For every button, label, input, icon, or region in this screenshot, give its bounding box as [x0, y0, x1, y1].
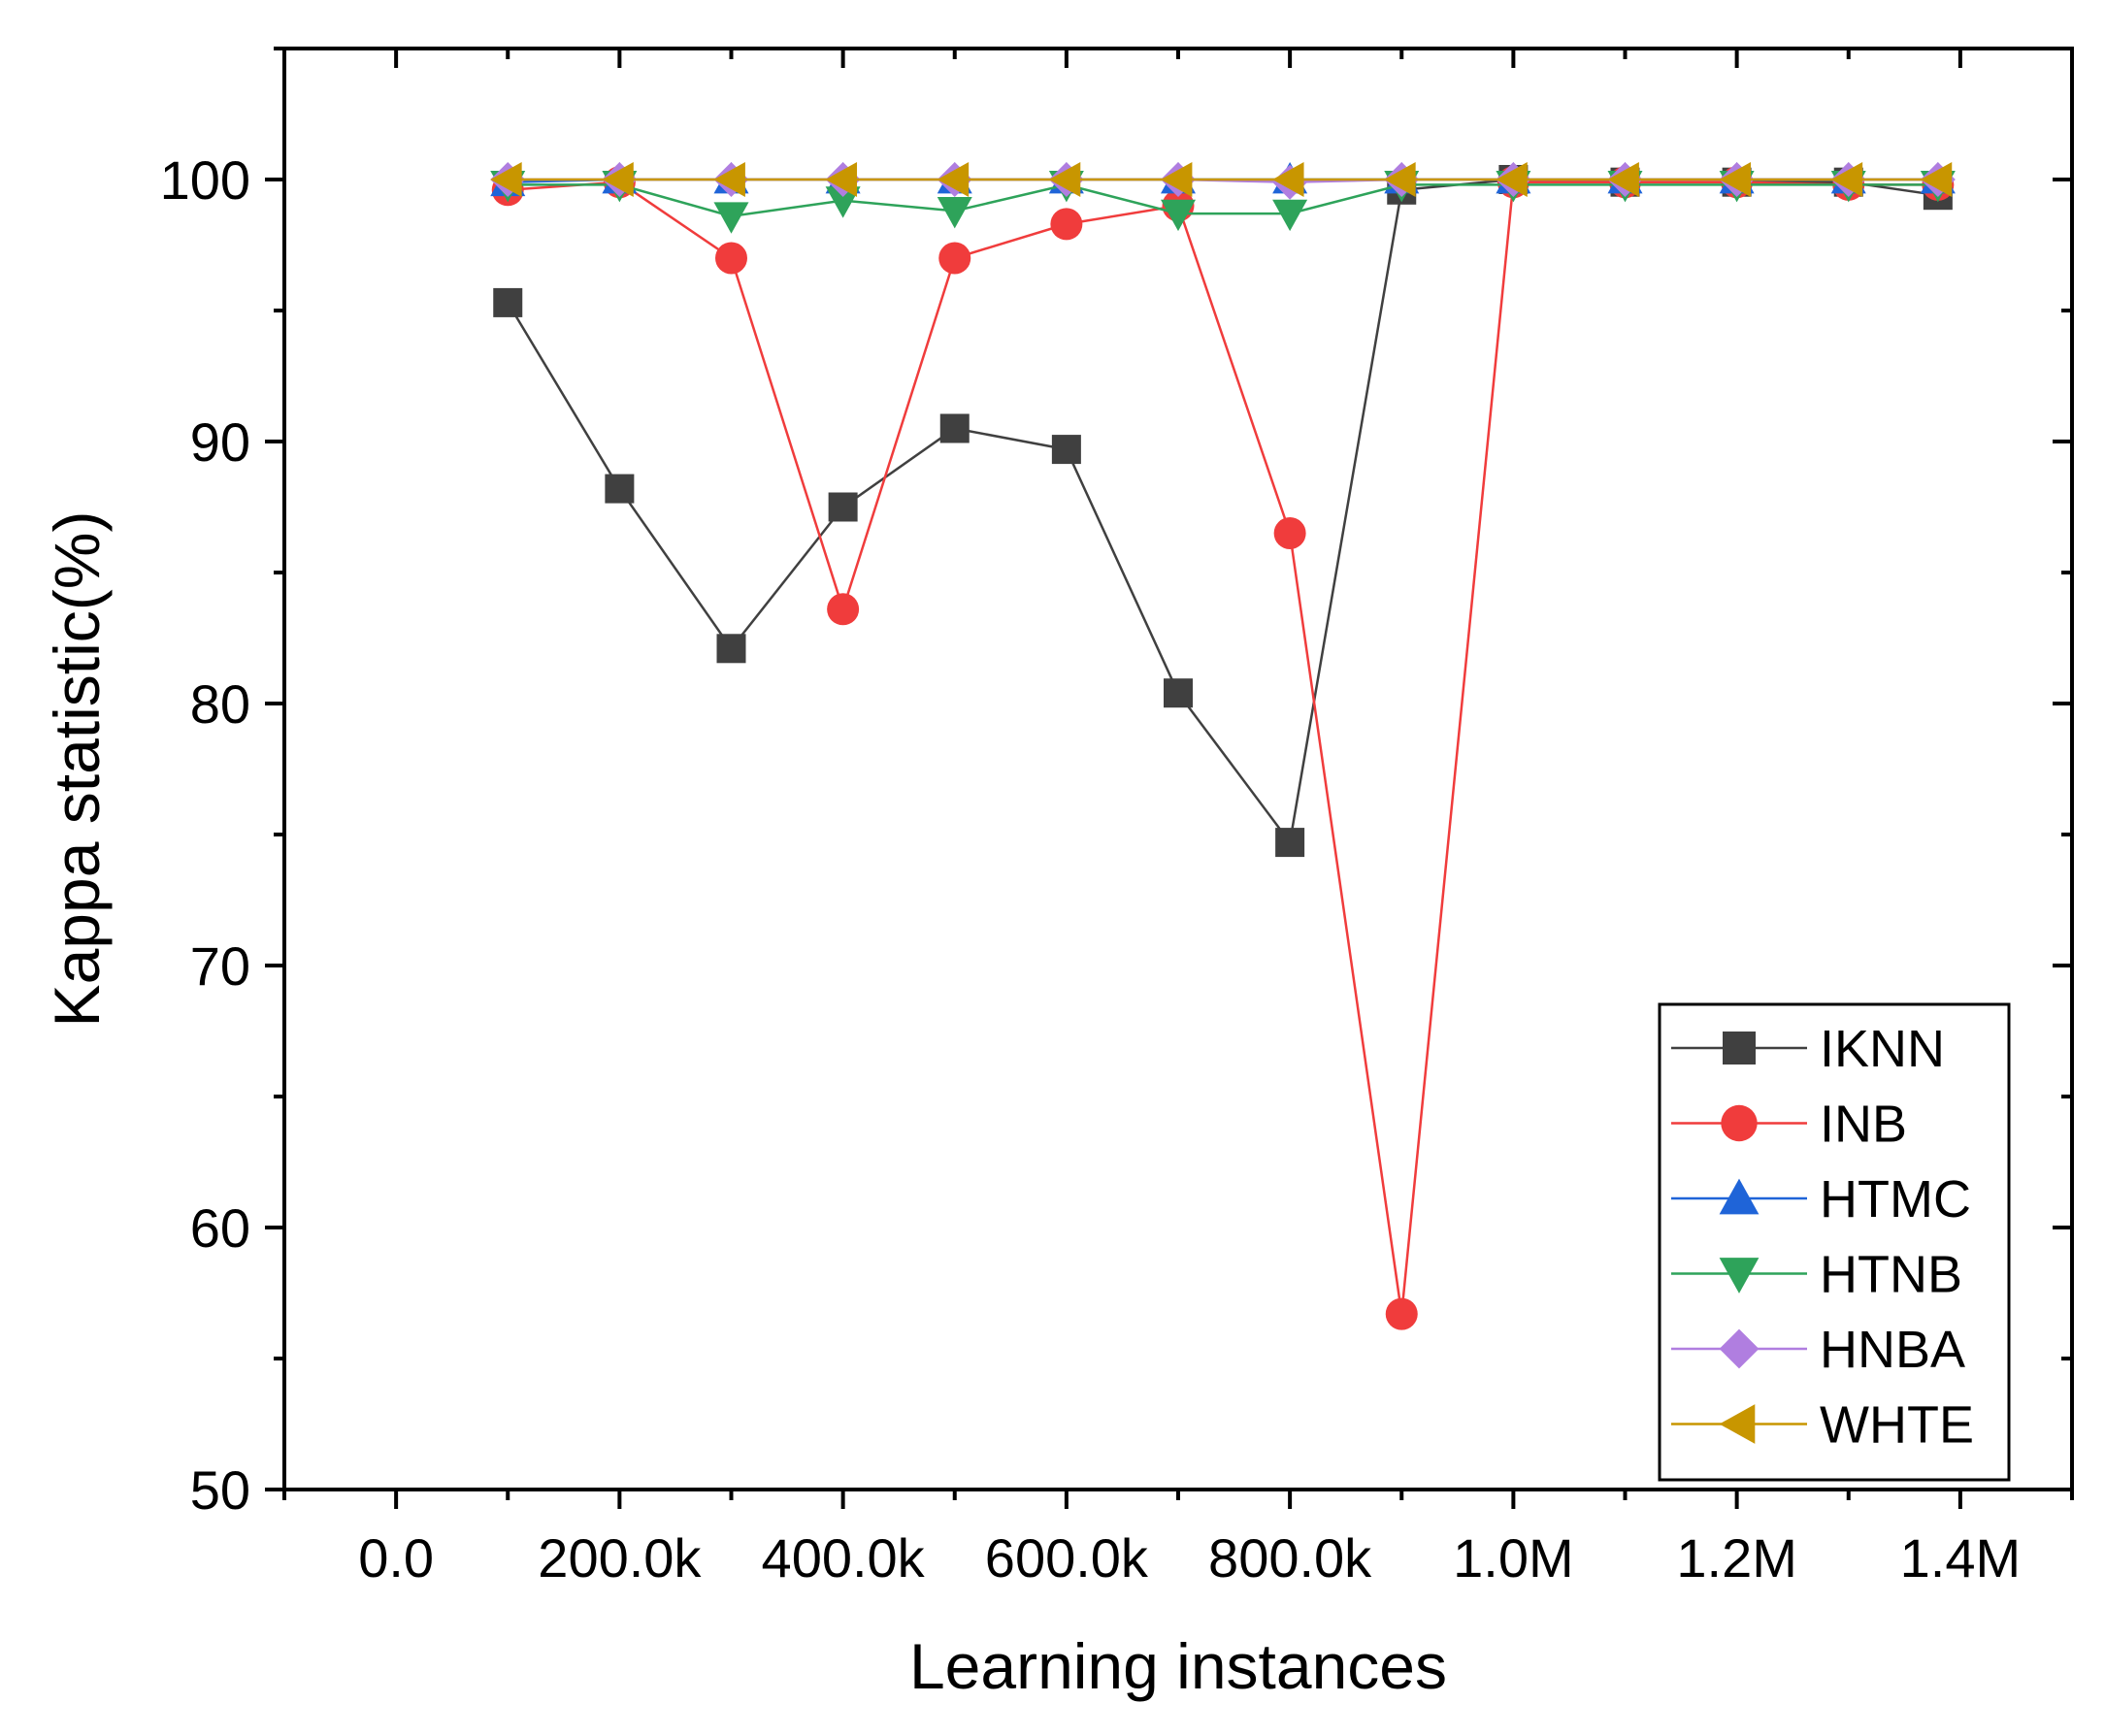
legend-label-htmc: HTMC [1820, 1170, 1971, 1228]
x-tick-label: 1.4M [1900, 1527, 2022, 1589]
data-point-iknn [828, 492, 858, 522]
legend-box [1658, 1002, 2011, 1482]
data-point-iknn [1275, 828, 1305, 858]
legend-label-iknn: IKNN [1820, 1020, 1945, 1078]
data-point-whte [937, 162, 970, 197]
data-point-htnb [937, 197, 972, 229]
legend-marker-hnba [1719, 1328, 1760, 1369]
data-point-whte [825, 162, 858, 197]
y-tick-label: 60 [190, 1197, 250, 1259]
legend-marker-htnb [1719, 1258, 1760, 1294]
x-tick-label: 0.0 [358, 1527, 434, 1589]
data-point-iknn [1051, 435, 1081, 465]
y-tick-label: 100 [160, 149, 250, 211]
legend-label-whte: WHTE [1820, 1396, 1974, 1455]
data-point-whte [1048, 162, 1081, 197]
series-layer [490, 162, 1956, 1330]
y-tick-label: 90 [190, 411, 250, 473]
data-point-whte [713, 162, 745, 197]
x-axis-title: Learning instances [909, 1630, 1447, 1702]
data-point-whte [1161, 162, 1193, 197]
series-line-iknn [507, 178, 1939, 846]
y-tick-label: 70 [190, 935, 250, 997]
x-tick-label: 800.0k [1208, 1527, 1372, 1589]
data-point-whte [1272, 162, 1304, 197]
y-tick-label: 50 [190, 1459, 250, 1521]
axes-layer: 0.0 200.0k 400.0k 600.0k 800.0k 1.0M 1.2M 1.4M 5… [160, 47, 2074, 1589]
x-tick-label: 200.0k [538, 1527, 702, 1589]
data-point-whte [1384, 162, 1416, 197]
data-point-whte [1920, 162, 1953, 197]
data-point-inb [1050, 208, 1083, 241]
series-whte [490, 162, 1953, 197]
x-tick-label: 600.0k [985, 1527, 1149, 1589]
x-tick-label: 400.0k [762, 1527, 926, 1589]
data-point-whte [1607, 162, 1639, 197]
data-point-iknn [1164, 678, 1193, 708]
data-point-inb [715, 242, 747, 275]
legend-marker-whte [1719, 1404, 1756, 1444]
data-point-whte [602, 162, 634, 197]
y-axis-title: Kappa statistic(%) [41, 511, 113, 1028]
data-point-inb [827, 593, 860, 626]
series-line-inb [508, 180, 1938, 1315]
legend-marker-htmc [1719, 1178, 1760, 1215]
legend-label-inb: INB [1820, 1096, 1907, 1154]
legend-marker-inb [1721, 1104, 1758, 1142]
data-point-inb [938, 242, 971, 275]
y-tick-label: 80 [190, 673, 250, 735]
data-point-whte [1719, 162, 1752, 197]
data-point-htnb [1161, 199, 1196, 232]
data-point-whte [490, 162, 522, 197]
data-point-iknn [716, 634, 746, 664]
data-point-htnb [1272, 199, 1308, 232]
x-tick-label: 1.0M [1453, 1527, 1574, 1589]
data-point-inb [1385, 1297, 1418, 1330]
data-point-iknn [605, 474, 635, 504]
legend-marker-iknn [1723, 1032, 1756, 1065]
series-line-htnb [508, 183, 1938, 218]
legend-label-hnba: HNBA [1820, 1321, 1965, 1379]
data-point-whte [1496, 162, 1528, 197]
legend-label-htnb: HTNB [1820, 1246, 1962, 1304]
data-point-iknn [939, 413, 970, 443]
data-point-iknn [493, 287, 523, 317]
data-point-inb [1273, 517, 1306, 549]
series-iknn [493, 165, 1953, 858]
data-point-whte [1830, 162, 1863, 197]
data-point-htnb [825, 186, 861, 218]
data-point-htnb [713, 202, 749, 234]
legend: IKNN INB HTMC HTNB HNBA WHTE [1658, 1002, 2011, 1482]
x-tick-label: 1.2M [1676, 1527, 1797, 1589]
